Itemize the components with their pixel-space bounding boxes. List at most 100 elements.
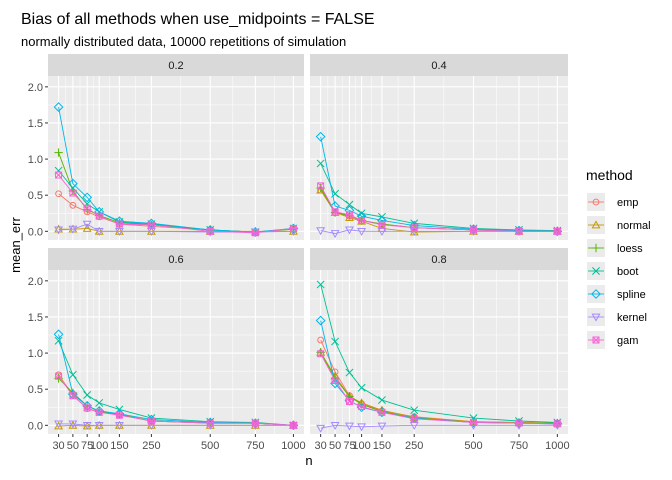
- x-tick-label: 750: [510, 440, 528, 452]
- data-point-gam: [147, 417, 155, 425]
- data-point-gam: [515, 419, 523, 427]
- data-point-loess: [54, 148, 63, 157]
- legend-label: emp: [617, 197, 638, 209]
- data-point-kernel: [205, 228, 215, 237]
- legend-key-marker: [591, 220, 601, 229]
- legend-label: gam: [617, 335, 638, 347]
- data-point-spline: [67, 178, 78, 189]
- x-tick-label: 50: [67, 440, 79, 452]
- series-kernel: [54, 420, 298, 430]
- series-gam: [55, 171, 297, 237]
- data-point-gam: [469, 418, 477, 426]
- data-point-gam: [358, 216, 366, 224]
- x-tick-label: 100: [90, 440, 108, 452]
- facet-strip: [310, 54, 568, 76]
- data-point-kernel: [68, 225, 78, 234]
- facet-strip-label: 0.6: [168, 254, 183, 266]
- series-gam: [317, 350, 561, 428]
- data-point-gam: [469, 226, 477, 234]
- data-point-boot: [83, 391, 92, 399]
- data-point-gam: [289, 224, 297, 232]
- data-point-gam: [251, 419, 259, 427]
- x-tick-label: 1000: [545, 440, 569, 452]
- legend-item-spline: spline: [587, 285, 646, 303]
- x-tick-label: 150: [373, 440, 391, 452]
- data-point-kernel: [54, 226, 64, 235]
- data-point-gam: [95, 408, 103, 416]
- data-point-kernel: [94, 227, 104, 236]
- data-point-kernel: [330, 421, 340, 430]
- panel-background: [48, 76, 304, 240]
- facet-panel-0.4: 0.4: [310, 54, 568, 240]
- data-point-kernel: [146, 421, 156, 430]
- data-point-gam: [317, 182, 325, 190]
- x-tick-label: 150: [110, 440, 128, 452]
- legend-item-boot: boot: [587, 262, 638, 280]
- data-point-kernel: [316, 424, 326, 433]
- data-point-gam: [95, 212, 103, 220]
- data-point-gam: [55, 171, 63, 179]
- legend-label: spline: [617, 289, 646, 301]
- x-tick-label: 50: [329, 440, 341, 452]
- data-point-kernel: [94, 421, 104, 430]
- facet-strip-label: 0.4: [431, 60, 446, 72]
- x-tick-label: 250: [405, 440, 423, 452]
- data-point-gam: [115, 220, 123, 228]
- data-point-gam: [206, 419, 214, 427]
- data-point-gam: [410, 224, 418, 232]
- series-line-kernel: [58, 423, 294, 426]
- y-tick-label: 2.0: [28, 82, 43, 94]
- x-tick-label: 75: [343, 440, 355, 452]
- legend-key-marker: [591, 243, 601, 253]
- data-point-gam: [358, 403, 366, 411]
- data-point-kernel: [316, 227, 326, 236]
- data-point-spline: [330, 201, 340, 211]
- data-point-normal: [54, 421, 64, 430]
- data-point-boot: [331, 337, 340, 346]
- data-point-kernel: [330, 230, 340, 239]
- x-tick-label: 75: [81, 440, 93, 452]
- data-point-gam: [83, 204, 91, 212]
- data-point-gam: [83, 404, 91, 412]
- facet-panels: 0.2 0.0 0.5 1.0 1.5 2.0 0.4 0.6 0.0 0.5 1.0 1.5 2.0 3…: [28, 54, 570, 452]
- data-point-boot: [316, 159, 325, 168]
- legend-key-marker: [592, 198, 600, 206]
- y-tick-label: 0.5: [28, 384, 43, 396]
- data-point-kernel: [82, 421, 92, 430]
- data-point-gam: [69, 392, 77, 400]
- legend-label: kernel: [617, 312, 647, 324]
- data-point-gam: [345, 211, 353, 219]
- x-tick-label: 1000: [281, 440, 305, 452]
- legend-key-marker: [592, 267, 600, 275]
- series-boot: [316, 280, 562, 427]
- x-axis-label: n: [305, 453, 312, 468]
- chart-subtitle: normally distributed data, 10000 repetit…: [21, 34, 346, 49]
- y-axis-label: mean_err: [8, 217, 23, 273]
- y-tick-label: 2.0: [28, 276, 43, 288]
- data-point-normal: [82, 223, 92, 232]
- x-tick-label: 30: [52, 440, 64, 452]
- legend-item-kernel: kernel: [587, 308, 647, 326]
- legend-key-marker: [592, 336, 600, 344]
- data-point-gam: [55, 372, 63, 380]
- data-point-boot: [95, 398, 104, 407]
- data-point-gam: [317, 350, 325, 358]
- data-point-spline: [82, 192, 93, 203]
- legend-title: method: [586, 167, 633, 183]
- data-point-spline: [409, 220, 420, 231]
- y-tick-label: 0.0: [28, 420, 43, 432]
- data-point-gam: [378, 221, 386, 229]
- legend-item-loess: loess: [587, 239, 643, 257]
- data-point-emp: [55, 190, 62, 198]
- series-line-kernel: [320, 424, 558, 429]
- data-point-spline: [114, 216, 125, 227]
- legend-label: loess: [617, 243, 643, 255]
- panel-background: [310, 270, 568, 434]
- data-point-gam: [553, 227, 561, 235]
- data-point-boot: [377, 396, 386, 404]
- data-point-normal: [54, 224, 64, 233]
- y-tick-label: 1.5: [28, 118, 43, 130]
- data-point-gam: [206, 227, 214, 235]
